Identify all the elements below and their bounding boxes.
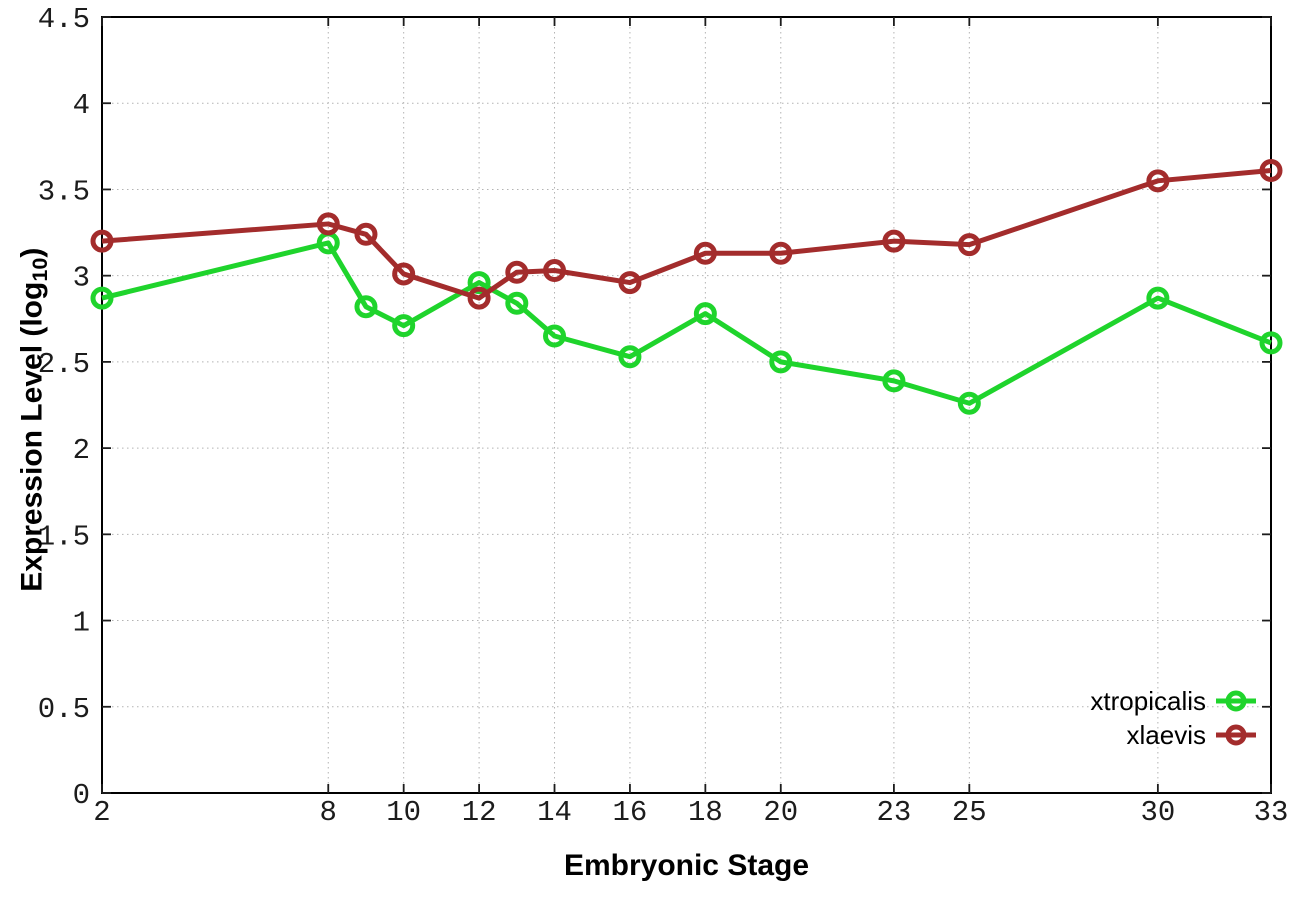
y-tick-label-1: 1 [73, 607, 90, 640]
series-xlaevis-point-stage-33 [1259, 158, 1283, 182]
x-tick-label-30: 30 [1140, 796, 1175, 829]
grid [102, 17, 1271, 793]
series-xlaevis-point-stage-25 [957, 233, 981, 257]
series-xtropicalis-line [101, 240, 1272, 406]
x-tick-label-18: 18 [688, 796, 723, 829]
series-xtropicalis-point-stage-9 [354, 295, 378, 319]
x-tick-label-10: 10 [386, 796, 421, 829]
x-tick-label-20: 20 [763, 796, 798, 829]
y-tick-label-1.5: 1.5 [38, 520, 90, 553]
legend-label-xtropicalis: xtropicalis [1090, 685, 1206, 716]
series-xtropicalis-point-stage-2 [90, 286, 114, 310]
y-tick-label-2: 2 [73, 434, 90, 467]
series-xlaevis-point-stage-12 [467, 286, 491, 310]
y-axis-title-subscript: 10 [26, 257, 52, 282]
x-tick-label-25: 25 [952, 796, 987, 829]
x-tick-label-12: 12 [462, 796, 497, 829]
x-tick-label-23: 23 [876, 796, 911, 829]
legend-marker-open-circle-icon [1216, 690, 1256, 712]
series-xlaevis-point-stage-13 [505, 260, 529, 284]
series-xtropicalis-point-stage-16 [618, 345, 642, 369]
series-xtropicalis-point-stage-20 [769, 350, 793, 374]
y-tick-label-3: 3 [73, 262, 90, 295]
y-tick-label-2.5: 2.5 [38, 348, 90, 381]
y-tick-label-4.5: 4.5 [38, 3, 90, 36]
series-xlaevis-point-stage-20 [769, 241, 793, 265]
series-xlaevis-point-stage-14 [543, 258, 567, 282]
y-tick-label-4: 4 [73, 89, 90, 122]
legend-label-xlaevis: xlaevis [1126, 719, 1206, 750]
series-xlaevis-point-stage-23 [882, 229, 906, 253]
x-tick-label-8: 8 [320, 796, 337, 829]
series-xtropicalis-point-stage-10 [392, 314, 416, 338]
series-xlaevis-point-stage-9 [354, 222, 378, 246]
series-xtropicalis [90, 231, 1283, 415]
series-xtropicalis-point-stage-13 [505, 291, 529, 315]
series-xtropicalis-point-stage-25 [957, 391, 981, 415]
series-xtropicalis-point-stage-18 [693, 302, 717, 326]
series-xlaevis-point-stage-8 [316, 212, 340, 236]
legend-entry-xlaevis: xlaevis [1090, 718, 1256, 752]
legend-sample-circle [1225, 724, 1247, 746]
legend-sample-circle [1225, 690, 1247, 712]
y-axis-title-suffix: ) [15, 247, 49, 258]
legend: xtropicalis xlaevis [1090, 684, 1256, 752]
x-tick-labels: 2 8 10 12 14 16 18 20 23 25 30 33 [93, 796, 1288, 829]
y-tick-label-0.5: 0.5 [38, 693, 90, 726]
x-tick-label-14: 14 [537, 796, 572, 829]
y-tick-label-0: 0 [73, 779, 90, 812]
y-axis-title-text: Expression Level (log [15, 281, 49, 593]
series-xtropicalis-point-stage-33 [1259, 331, 1283, 355]
series-xlaevis-point-stage-18 [693, 241, 717, 265]
x-tick-label-33: 33 [1254, 796, 1289, 829]
y-tick-label-3.5: 3.5 [38, 175, 90, 208]
x-axis-title: Embryonic Stage [563, 849, 810, 882]
legend-entry-xtropicalis: xtropicalis [1090, 684, 1256, 718]
y-tick-labels: 0 0.5 1 1.5 2 2.5 3 3.5 4 4.5 [38, 3, 90, 812]
series-xlaevis-point-stage-16 [618, 271, 642, 295]
series-xlaevis-point-stage-10 [392, 262, 416, 286]
plot-border [101, 16, 1272, 794]
x-tick-label-16: 16 [613, 796, 648, 829]
x-tick-label-2: 2 [93, 796, 110, 829]
axis-ticks [101, 16, 1272, 794]
series-xtropicalis-point-stage-14 [543, 324, 567, 348]
series-xlaevis-point-stage-2 [90, 229, 114, 253]
series-xtropicalis-point-stage-23 [882, 369, 906, 393]
series-xtropicalis-point-stage-30 [1146, 286, 1170, 310]
series-xlaevis [90, 158, 1283, 310]
legend-marker-open-circle-icon [1216, 724, 1256, 746]
series-xlaevis-point-stage-30 [1146, 169, 1170, 193]
